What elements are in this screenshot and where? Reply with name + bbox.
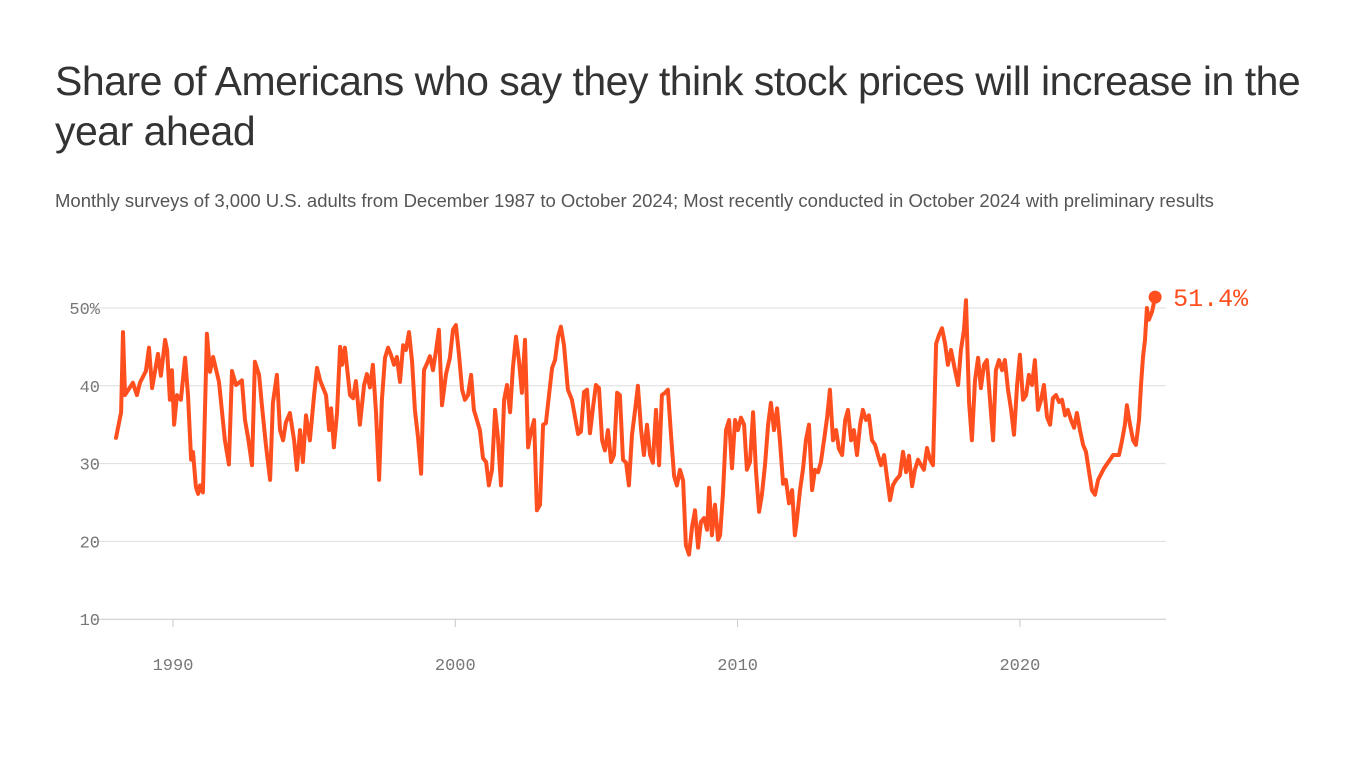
chart-subtitle: Monthly surveys of 3,000 U.S. adults fro… (55, 190, 1214, 211)
x-tick-label: 1990 (153, 657, 194, 676)
y-tick-label: 50% (69, 301, 100, 320)
y-tick-label: 30 (80, 457, 100, 476)
y-tick-label: 40 (80, 379, 100, 398)
x-tick-label: 2010 (717, 657, 758, 676)
x-axis-ticks: 1990 2000 2010 2020 (153, 619, 1040, 676)
x-tick-label: 2000 (435, 657, 476, 676)
latest-value-label: 51.4% (1173, 285, 1249, 314)
y-tick-label: 20 (80, 534, 100, 553)
chart-title: Share of Americans who say they think st… (55, 58, 1301, 154)
series-line (114, 295, 1158, 557)
latest-value-dot (1148, 290, 1162, 304)
x-tick-label: 2020 (999, 657, 1040, 676)
y-axis-ticks: 50% 40 30 20 10 (69, 301, 100, 631)
y-tick-label: 10 (80, 612, 100, 631)
